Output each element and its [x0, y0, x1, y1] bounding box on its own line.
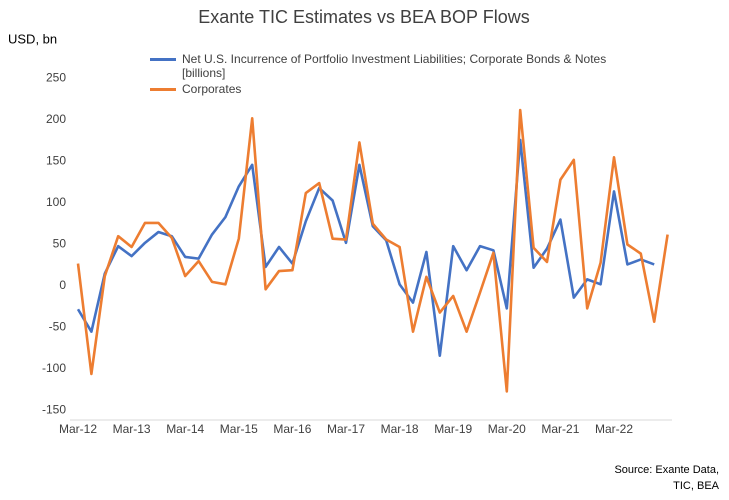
legend-item: Corporates [150, 82, 640, 96]
y-tick-label: 100 [46, 195, 66, 209]
x-tick-label: Mar-12 [59, 422, 97, 436]
x-tick-label: Mar-21 [541, 422, 579, 436]
legend-swatch [150, 58, 176, 61]
x-tick-label: Mar-14 [166, 422, 204, 436]
y-axis-label: USD, bn [8, 31, 57, 46]
x-tick-label: Mar-19 [434, 422, 472, 436]
y-tick-label: 200 [46, 112, 66, 126]
series-line [76, 138, 655, 358]
x-tick-label: Mar-22 [595, 422, 633, 436]
y-tick-label: 50 [53, 237, 67, 251]
y-tick-label: -50 [49, 320, 67, 334]
y-tick-label: -100 [42, 361, 66, 375]
series-line [76, 108, 669, 393]
x-tick-label: Mar-18 [381, 422, 419, 436]
x-tick-label: Mar-15 [220, 422, 258, 436]
source-note: Source: Exante Data, TIC, BEA [614, 464, 719, 492]
legend-item: Net U.S. Incurrence of Portfolio Investm… [150, 52, 640, 80]
y-tick-label: 150 [46, 154, 66, 168]
legend-label: Corporates [182, 82, 242, 96]
y-tick-label: 250 [46, 71, 66, 85]
chart-title: Exante TIC Estimates vs BEA BOP Flows [198, 7, 529, 27]
x-tick-label: Mar-17 [327, 422, 365, 436]
legend-swatch [150, 88, 176, 91]
x-tick-label: Mar-13 [113, 422, 151, 436]
legend: Net U.S. Incurrence of Portfolio Investm… [150, 52, 640, 98]
legend-label: Net U.S. Incurrence of Portfolio Investm… [182, 52, 607, 80]
x-tick-label: Mar-16 [273, 422, 311, 436]
y-tick-label: 0 [59, 278, 66, 292]
y-tick-label: -150 [42, 403, 66, 417]
x-tick-label: Mar-20 [488, 422, 526, 436]
